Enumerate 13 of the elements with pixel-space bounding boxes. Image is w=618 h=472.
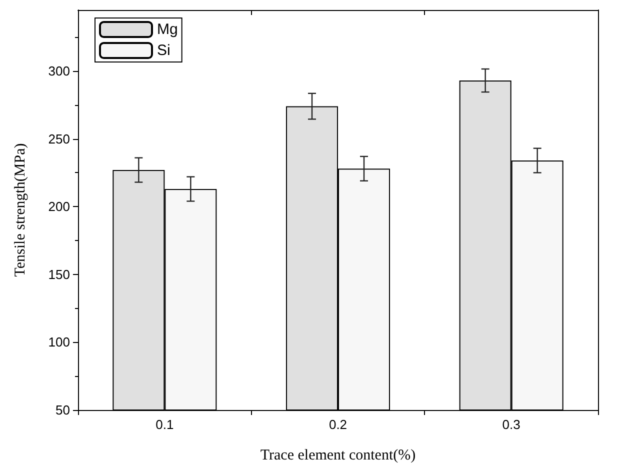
legend-label: Mg [157, 21, 178, 38]
x-tick-label: 0.2 [328, 417, 348, 432]
y-tick-label: 100 [48, 334, 70, 350]
y-axis-title: Tensile strength(MPa) [12, 143, 28, 277]
y-tick-label: 300 [48, 64, 70, 79]
y-tick-label: 200 [48, 199, 70, 214]
x-tick-label: 0.3 [502, 417, 520, 432]
x-axis-title: Trace element content(%) [260, 448, 416, 464]
y-tick-label: 50 [56, 402, 70, 418]
y-tick-label: 150 [48, 266, 70, 282]
legend-label: Si [157, 42, 170, 59]
y-tick-label: 250 [48, 131, 70, 146]
x-tick-label: 0.1 [156, 417, 174, 432]
